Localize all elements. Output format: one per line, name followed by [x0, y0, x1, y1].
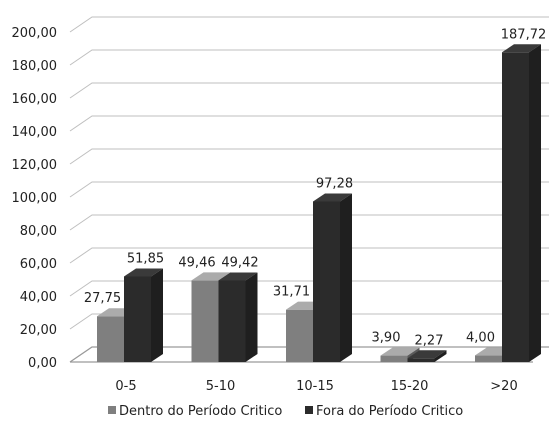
- data-label: 97,28: [316, 176, 353, 191]
- y-tick-label: 200,00: [12, 26, 58, 41]
- floor-line: [69, 346, 549, 363]
- data-label: 2,27: [415, 333, 444, 348]
- legend-swatch: [305, 406, 313, 414]
- bars: [97, 44, 541, 363]
- data-label: 4,00: [466, 330, 495, 345]
- gridline: [69, 49, 549, 66]
- legend-label: Dentro do Período Critico: [119, 404, 282, 419]
- x-category-label: 10-15: [296, 379, 334, 394]
- y-tick-label: 80,00: [20, 224, 57, 239]
- bar-fora-2: [313, 193, 352, 362]
- legend: Dentro do Período Critico Fora do Período…: [108, 404, 463, 419]
- bar-fora-4: [502, 44, 541, 363]
- legend-item-fora: Fora do Período Critico: [305, 404, 463, 419]
- bar-fora-0: [124, 268, 163, 362]
- legend-swatch: [108, 406, 116, 414]
- data-label: 49,46: [178, 255, 215, 270]
- y-axis-ticks: 0,00 20,00 40,00 60,00 80,00 100,00 120,00 140,…: [12, 26, 58, 371]
- bar-fora-1: [218, 272, 258, 362]
- y-tick-label: 0,00: [28, 356, 57, 371]
- gridline: [69, 82, 549, 99]
- y-tick-label: 140,00: [12, 125, 58, 140]
- gridline: [69, 247, 549, 264]
- x-category-label: 0-5: [115, 379, 136, 394]
- data-labels: 27,75 51,85 49,46 49,42 31,71 97,28 3,90 2,27 4,…: [84, 27, 546, 348]
- y-tick-label: 20,00: [20, 323, 57, 338]
- gridline: [69, 16, 549, 33]
- bar-fora-3: [407, 350, 447, 362]
- y-tick-label: 40,00: [20, 290, 57, 305]
- y-tick-label: 120,00: [12, 158, 58, 173]
- x-category-label: 5-10: [206, 379, 236, 394]
- data-label: 3,90: [372, 331, 401, 346]
- x-category-label: 15-20: [391, 379, 429, 394]
- data-label: 51,85: [127, 251, 164, 266]
- gridline: [69, 181, 549, 198]
- gridline: [69, 280, 549, 297]
- gridline: [69, 115, 549, 132]
- data-label: 49,42: [221, 255, 258, 270]
- x-category-label: >20: [490, 379, 517, 394]
- gridline: [69, 214, 549, 231]
- y-tick-label: 100,00: [12, 191, 58, 206]
- x-axis-categories: 0-5 5-10 10-15 15-20 >20: [115, 379, 517, 394]
- legend-item-dentro: Dentro do Período Critico: [108, 404, 282, 419]
- data-label: 27,75: [84, 291, 121, 306]
- y-tick-label: 160,00: [12, 92, 58, 107]
- y-tick-label: 60,00: [20, 257, 57, 272]
- data-label: 31,71: [273, 285, 310, 300]
- data-label: 187,72: [501, 27, 547, 42]
- gridline: [69, 148, 549, 165]
- legend-label: Fora do Período Critico: [316, 404, 463, 419]
- y-tick-label: 180,00: [12, 59, 58, 74]
- gridline: [69, 313, 549, 330]
